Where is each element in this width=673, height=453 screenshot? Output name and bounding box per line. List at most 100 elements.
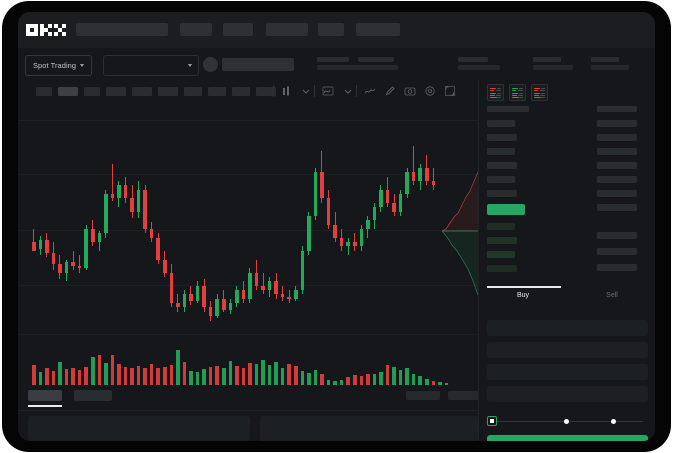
orderbook-ask-row-2[interactable] — [487, 148, 515, 155]
tab-sell[interactable]: Sell — [568, 292, 655, 299]
indicator-chevron-icon[interactable] — [342, 85, 354, 97]
orderbook-ask-row-5[interactable] — [487, 190, 517, 197]
candle-body — [208, 307, 213, 317]
header-nav-item-4[interactable] — [318, 23, 344, 36]
timeframe-button-5[interactable] — [158, 87, 178, 96]
stat-value — [458, 65, 500, 70]
toolbar-divider-1 — [314, 85, 315, 97]
timeframe-button-4[interactable] — [132, 87, 152, 96]
candle-body — [346, 242, 350, 247]
bottom-panel-1[interactable] — [260, 416, 478, 441]
candle-body — [176, 303, 180, 308]
volume-bar — [45, 368, 49, 385]
orderbook-right-row-4 — [597, 176, 637, 183]
volume-bar — [215, 366, 219, 385]
order-field-0[interactable] — [487, 320, 648, 336]
order-field-3[interactable] — [487, 386, 648, 402]
candlestick-chart-icon[interactable] — [280, 85, 292, 97]
volume-bar — [221, 368, 226, 385]
volume-bar — [261, 359, 265, 385]
order-field-2[interactable] — [487, 364, 648, 380]
volume-bar — [418, 375, 423, 385]
indicator-icon[interactable] — [322, 85, 334, 97]
camera-icon[interactable] — [404, 85, 416, 97]
orderbook-ask-row-0[interactable] — [487, 120, 515, 127]
volume-bar — [280, 368, 285, 385]
header-nav-item-3[interactable] — [266, 23, 308, 36]
timeframe-button-8[interactable] — [232, 87, 250, 96]
candle-wick — [347, 237, 349, 256]
candle — [398, 102, 403, 385]
orderbook-right-row-8 — [597, 248, 637, 255]
bottom-tab-1[interactable] — [74, 390, 112, 401]
volume-bar — [84, 366, 88, 385]
timeframe-button-9[interactable] — [256, 87, 276, 96]
okx-logo-icon[interactable] — [26, 23, 66, 36]
market-stat-3 — [533, 57, 573, 70]
fullscreen-icon[interactable] — [444, 85, 456, 97]
bottom-action-1[interactable] — [448, 391, 484, 400]
orderbook-display-modes — [487, 84, 548, 101]
drawing-pencil-icon[interactable] — [384, 85, 396, 97]
submit-order-button[interactable] — [487, 435, 648, 441]
orderbook-bid-row-2[interactable] — [487, 251, 515, 258]
candle — [32, 102, 36, 385]
candle-body — [431, 181, 436, 186]
order-book-panel: Buy Sell — [478, 80, 655, 441]
candle-body — [84, 229, 88, 269]
volume-bar — [313, 369, 318, 385]
header-nav-item-0[interactable] — [76, 23, 168, 36]
orderbook-mode-both-icon[interactable] — [487, 84, 504, 101]
volume-bar — [58, 362, 62, 385]
orderbook-ask-row-4[interactable] — [487, 176, 515, 183]
candle-body — [235, 290, 239, 304]
timeframe-button-7[interactable] — [208, 87, 226, 96]
timeframe-button-3[interactable] — [106, 87, 126, 96]
bottom-action-0[interactable] — [406, 391, 440, 400]
candle — [346, 102, 350, 385]
candlestick-chart[interactable] — [18, 102, 478, 385]
slider-step-0[interactable] — [564, 418, 569, 424]
volume-bar — [352, 375, 357, 385]
bottom-tab-0[interactable] — [28, 390, 62, 401]
tab-buy[interactable]: Buy — [479, 292, 567, 299]
orderbook-right-row-6 — [597, 204, 637, 211]
candle-body — [45, 239, 49, 253]
current-price-pill[interactable] — [487, 204, 525, 215]
candle — [307, 102, 311, 385]
orderbook-bid-row-1[interactable] — [487, 237, 517, 244]
spot-trading-mode-button[interactable]: Spot Trading — [25, 55, 93, 76]
header-nav-item-5[interactable] — [356, 23, 400, 36]
orderbook-bid-row-3[interactable] — [487, 265, 517, 272]
candle — [235, 102, 239, 385]
orderbook-bid-row-0[interactable] — [487, 223, 515, 230]
orderbook-ask-row-1[interactable] — [487, 134, 517, 141]
header-nav-item-1[interactable] — [180, 23, 212, 36]
header-nav-item-2[interactable] — [223, 23, 253, 36]
bottom-panel-0[interactable] — [28, 416, 250, 441]
candle-body — [143, 189, 147, 229]
candle — [274, 102, 278, 385]
volume-bar — [346, 376, 350, 385]
candle — [189, 102, 193, 385]
line-chart-icon[interactable] — [364, 85, 376, 97]
trading-pair-select[interactable] — [103, 55, 199, 76]
candle-body — [77, 266, 82, 269]
orderbook-header-1 — [597, 106, 637, 112]
amount-slider-handle[interactable] — [487, 416, 497, 426]
chart-type-chevron-icon[interactable] — [300, 85, 312, 97]
order-field-1[interactable] — [487, 342, 648, 358]
settings-gear-icon[interactable] — [424, 85, 436, 97]
volume-bar — [392, 366, 396, 385]
orderbook-mode-asks-icon[interactable] — [531, 84, 548, 101]
timeframe-button-6[interactable] — [184, 87, 202, 96]
orderbook-mode-bids-icon[interactable] — [509, 84, 526, 101]
mode-row — [534, 97, 541, 99]
timeframe-button-0[interactable] — [36, 87, 52, 96]
slider-step-1[interactable] — [611, 418, 616, 424]
orderbook-ask-row-3[interactable] — [487, 162, 517, 169]
mode-row-right — [519, 92, 523, 94]
timeframe-button-2[interactable] — [84, 87, 100, 96]
mode-row-right — [518, 90, 523, 92]
timeframe-button-1[interactable] — [58, 87, 78, 96]
